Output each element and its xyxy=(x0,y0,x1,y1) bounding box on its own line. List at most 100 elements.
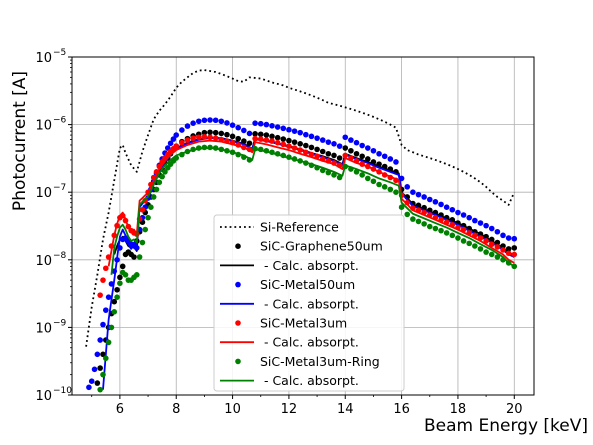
data-point xyxy=(303,142,309,149)
legend-item: SiC-Metal3um-Ring xyxy=(235,354,380,369)
data-point xyxy=(364,145,371,151)
legend-item: SiC-Metal50um xyxy=(235,277,355,292)
data-point xyxy=(364,156,371,162)
data-point xyxy=(235,124,242,131)
data-point xyxy=(114,294,120,300)
data-point xyxy=(156,179,163,186)
data-point xyxy=(224,120,230,126)
legend-marker xyxy=(235,320,241,326)
y-tick-label: 10 xyxy=(35,119,52,134)
data-point xyxy=(280,136,287,142)
data-point xyxy=(494,254,501,260)
series xyxy=(110,147,515,275)
legend-item: - Calc. absorpt. xyxy=(220,296,359,311)
data-point xyxy=(505,250,512,257)
x-tick-label: 10 xyxy=(224,402,241,417)
data-point xyxy=(263,137,270,143)
y-tick-exponent: −6 xyxy=(53,116,67,126)
y-tick-exponent: −10 xyxy=(53,386,72,396)
data-point xyxy=(117,280,123,287)
data-point xyxy=(131,254,137,260)
legend-item: - Calc. absorpt. xyxy=(220,335,359,350)
data-point xyxy=(218,130,225,137)
y-tick-label: 10 xyxy=(35,254,52,269)
data-point xyxy=(142,226,149,233)
data-point xyxy=(201,117,208,124)
data-point xyxy=(325,139,332,145)
data-point xyxy=(133,245,140,251)
data-point xyxy=(376,150,382,157)
data-point xyxy=(139,239,146,246)
data-point xyxy=(297,141,303,147)
series-line xyxy=(107,139,515,267)
data-point xyxy=(173,132,180,138)
data-point xyxy=(119,263,126,270)
data-point xyxy=(195,118,202,125)
data-point xyxy=(415,191,422,198)
data-point xyxy=(105,294,112,300)
data-point xyxy=(443,230,450,236)
data-point xyxy=(246,130,253,137)
data-point xyxy=(201,134,208,140)
data-point xyxy=(303,149,309,156)
data-point xyxy=(387,156,394,162)
data-point xyxy=(410,189,416,195)
series xyxy=(97,134,518,298)
legend-item: - Calc. absorpt. xyxy=(220,258,359,273)
data-point xyxy=(314,135,320,141)
data-point xyxy=(286,143,292,149)
data-point xyxy=(88,378,95,385)
data-point xyxy=(280,141,287,148)
data-point xyxy=(145,214,151,221)
series xyxy=(86,117,518,391)
legend-item: Si-Reference xyxy=(220,220,339,235)
data-point xyxy=(224,131,230,138)
data-point xyxy=(100,321,106,328)
data-point xyxy=(91,366,98,373)
data-point xyxy=(252,131,258,137)
data-point xyxy=(455,235,461,241)
data-point xyxy=(291,128,298,134)
data-point xyxy=(212,117,219,124)
data-point xyxy=(505,235,512,241)
data-point xyxy=(150,194,157,200)
data-point xyxy=(393,189,399,195)
data-point xyxy=(314,146,320,153)
data-point xyxy=(86,384,92,391)
data-point xyxy=(257,120,264,127)
data-point xyxy=(218,118,225,125)
y-tick-label: 10 xyxy=(35,389,52,404)
data-point xyxy=(308,133,315,140)
data-point xyxy=(114,286,120,293)
data-point xyxy=(398,204,405,210)
data-point xyxy=(235,135,242,142)
legend-item: - Calc. absorpt. xyxy=(220,373,359,388)
data-point xyxy=(472,243,478,249)
x-tick-label: 18 xyxy=(450,402,467,417)
x-tick-label: 20 xyxy=(506,402,523,417)
data-point xyxy=(274,139,281,146)
data-point xyxy=(229,122,236,128)
data-point xyxy=(280,125,287,132)
data-point xyxy=(103,355,109,362)
data-point xyxy=(257,136,264,142)
data-point xyxy=(148,204,154,210)
y-tick-exponent: −9 xyxy=(53,318,67,328)
data-point xyxy=(100,351,106,358)
data-point xyxy=(195,134,202,141)
data-point xyxy=(455,209,461,216)
data-point xyxy=(483,222,489,229)
data-point xyxy=(97,365,103,371)
legend-label: - Calc. absorpt. xyxy=(260,335,359,350)
data-point xyxy=(207,129,213,136)
data-point xyxy=(274,134,281,141)
data-point xyxy=(111,298,118,305)
data-point xyxy=(286,137,292,144)
data-point xyxy=(460,212,467,218)
data-point xyxy=(190,120,196,126)
data-point xyxy=(117,274,123,281)
data-point xyxy=(426,223,433,230)
legend-label: - Calc. absorpt. xyxy=(260,373,359,388)
data-point xyxy=(381,153,388,160)
